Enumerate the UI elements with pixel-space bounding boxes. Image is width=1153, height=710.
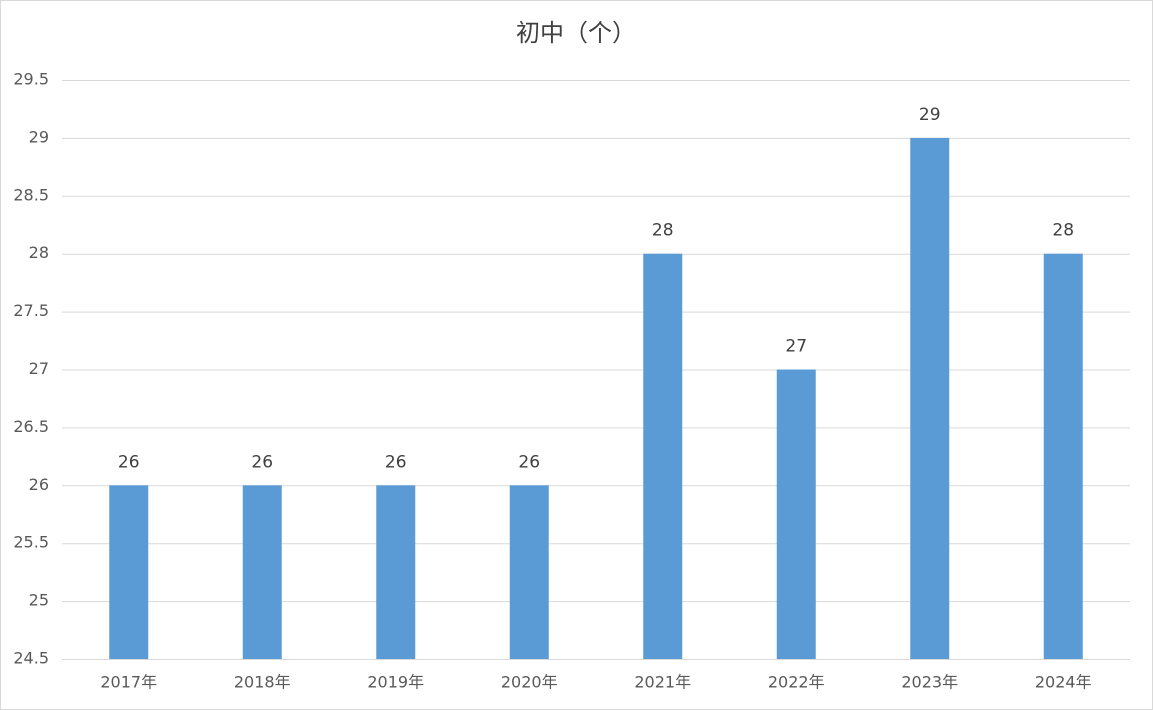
y-tick-label: 29.5 xyxy=(13,70,49,89)
y-tick-label: 24.5 xyxy=(13,649,49,668)
y-tick-label: 27 xyxy=(29,359,49,378)
bar xyxy=(776,369,816,659)
bar xyxy=(109,485,149,659)
data-label: 27 xyxy=(785,337,807,357)
x-tick-label: 2017年 xyxy=(100,673,157,692)
x-tick-label: 2021年 xyxy=(634,673,691,692)
x-tick-label: 2023年 xyxy=(901,673,958,692)
y-tick-label: 26 xyxy=(29,475,49,494)
x-tick-label: 2022年 xyxy=(768,673,825,692)
y-tick-label: 28.5 xyxy=(13,185,49,204)
chart-title: 初中（个） xyxy=(516,19,636,47)
x-tick-label: 2020年 xyxy=(501,673,558,692)
y-tick-label: 26.5 xyxy=(13,417,49,436)
bar xyxy=(376,485,416,659)
bar xyxy=(910,137,950,659)
y-tick-label: 28 xyxy=(29,243,49,262)
data-label: 28 xyxy=(652,221,674,241)
bar xyxy=(1043,253,1083,659)
x-tick-label: 2018年 xyxy=(234,673,291,692)
data-label: 26 xyxy=(118,452,140,472)
bar xyxy=(242,485,282,659)
data-label: 26 xyxy=(518,452,540,472)
y-tick-label: 29 xyxy=(29,127,49,146)
y-tick-label: 25 xyxy=(29,591,49,610)
x-tick-label: 2019年 xyxy=(367,673,424,692)
data-label: 26 xyxy=(385,452,407,472)
data-label: 29 xyxy=(919,105,941,125)
bar xyxy=(509,485,549,659)
bar xyxy=(643,253,683,659)
data-label: 28 xyxy=(1052,221,1074,241)
x-tick-label: 2024年 xyxy=(1035,673,1092,692)
y-tick-label: 27.5 xyxy=(13,301,49,320)
data-label: 26 xyxy=(251,452,273,472)
y-tick-label: 25.5 xyxy=(13,533,49,552)
